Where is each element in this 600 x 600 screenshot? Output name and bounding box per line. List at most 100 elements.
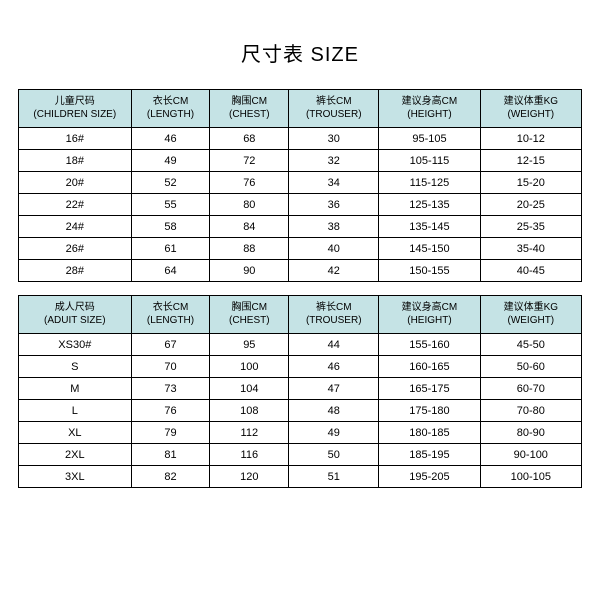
- table-cell: 76: [131, 400, 210, 422]
- column-header: 建议身高CM (HEIGHT): [379, 90, 480, 128]
- table-cell: 185-195: [379, 444, 480, 466]
- spacer-row: [19, 282, 582, 296]
- table-cell: 70: [131, 356, 210, 378]
- table-cell: 35-40: [480, 238, 581, 260]
- header-cn: 建议身高CM: [402, 302, 458, 313]
- table-cell: 70-80: [480, 400, 581, 422]
- header-cn: 建议身高CM: [402, 96, 458, 107]
- table-cell: 60-70: [480, 378, 581, 400]
- table-cell: 112: [210, 422, 289, 444]
- table-cell: 104: [210, 378, 289, 400]
- table-cell: L: [19, 400, 132, 422]
- table-row: 2XL8111650185-19590-100: [19, 444, 582, 466]
- table-cell: 51: [289, 466, 379, 488]
- table-row: S7010046160-16550-60: [19, 356, 582, 378]
- table-cell: 90: [210, 260, 289, 282]
- table-cell: 28#: [19, 260, 132, 282]
- size-table: 儿童尺码 (CHILDREN SIZE) 衣长CM(LENGTH) 胸围CM (CHES…: [18, 89, 582, 488]
- table-cell: 34: [289, 172, 379, 194]
- header-cn: 建议体重KG: [504, 96, 558, 107]
- column-header: 建议身高CM(HEIGHT): [379, 296, 480, 334]
- column-header: 建议体重KG (WEIGHT): [480, 296, 581, 334]
- column-header: 建议体重KG (WEIGHT): [480, 90, 581, 128]
- header-cn: 儿童尺码: [55, 96, 95, 107]
- table-cell: 175-180: [379, 400, 480, 422]
- size-chart-page: 尺寸表 SIZE 儿童尺码(CHILDREN SIZE)衣长CM(LENGTH)…: [0, 0, 600, 508]
- table-row: 28#649042150-15540-45: [19, 260, 582, 282]
- column-header: 胸围CM (CHEST): [210, 90, 289, 128]
- column-header: 裤长CM(TROUSER): [289, 90, 379, 128]
- table-cell: 155-160: [379, 334, 480, 356]
- header-cn: 建议体重KG: [504, 302, 558, 313]
- table-cell: 67: [131, 334, 210, 356]
- table-cell: 40: [289, 238, 379, 260]
- table-cell: 95: [210, 334, 289, 356]
- table-cell: 61: [131, 238, 210, 260]
- table-cell: 95-105: [379, 128, 480, 150]
- table-cell: 115-125: [379, 172, 480, 194]
- header-cn: 衣长CM: [153, 96, 189, 107]
- table-row: 20#527634115-12515-20: [19, 172, 582, 194]
- table-cell: 84: [210, 216, 289, 238]
- table-cell: 80-90: [480, 422, 581, 444]
- table-cell: 24#: [19, 216, 132, 238]
- header-cn: 成人尺码: [55, 302, 95, 313]
- table-cell: 32: [289, 150, 379, 172]
- table-cell: 50-60: [480, 356, 581, 378]
- header-en: (TROUSER): [306, 315, 362, 326]
- table-row: XL7911249180-18580-90: [19, 422, 582, 444]
- adult-header-row: 成人尺码(ADUIT SIZE)衣长CM(LENGTH)胸围CM(CHEST)裤…: [19, 296, 582, 334]
- table-row: 24#588438135-14525-35: [19, 216, 582, 238]
- table-cell: XL: [19, 422, 132, 444]
- table-cell: 50: [289, 444, 379, 466]
- table-cell: 16#: [19, 128, 132, 150]
- table-cell: 49: [131, 150, 210, 172]
- header-en: (ADUIT SIZE): [44, 315, 105, 326]
- header-en: (WEIGHT): [507, 109, 554, 120]
- table-cell: 38: [289, 216, 379, 238]
- table-cell: 42: [289, 260, 379, 282]
- table-cell: 195-205: [379, 466, 480, 488]
- table-cell: 40-45: [480, 260, 581, 282]
- table-cell: 81: [131, 444, 210, 466]
- table-cell: 76: [210, 172, 289, 194]
- table-cell: 18#: [19, 150, 132, 172]
- table-row: XS30#679544155-16045-50: [19, 334, 582, 356]
- table-cell: 12-15: [480, 150, 581, 172]
- header-en: (WEIGHT): [507, 315, 554, 326]
- column-header: 成人尺码 (ADUIT SIZE): [19, 296, 132, 334]
- table-cell: 20-25: [480, 194, 581, 216]
- header-en: (TROUSER): [306, 109, 362, 120]
- table-row: 3XL8212051195-205100-105: [19, 466, 582, 488]
- table-cell: 82: [131, 466, 210, 488]
- table-cell: 100-105: [480, 466, 581, 488]
- header-en: (CHILDREN SIZE): [33, 109, 116, 120]
- header-en: (CHEST): [229, 315, 270, 326]
- table-cell: 15-20: [480, 172, 581, 194]
- table-cell: 45-50: [480, 334, 581, 356]
- table-cell: 44: [289, 334, 379, 356]
- table-cell: 25-35: [480, 216, 581, 238]
- table-cell: 180-185: [379, 422, 480, 444]
- table-cell: 68: [210, 128, 289, 150]
- table-cell: 46: [289, 356, 379, 378]
- table-cell: 105-115: [379, 150, 480, 172]
- header-cn: 胸围CM: [232, 96, 268, 107]
- table-cell: 2XL: [19, 444, 132, 466]
- header-cn: 胸围CM: [232, 302, 268, 313]
- table-cell: 64: [131, 260, 210, 282]
- header-cn: 衣长CM: [153, 302, 189, 313]
- column-header: 衣长CM(LENGTH): [131, 90, 210, 128]
- table-cell: 52: [131, 172, 210, 194]
- header-en: (CHEST): [229, 109, 270, 120]
- column-header: 儿童尺码 (CHILDREN SIZE): [19, 90, 132, 128]
- table-row: L7610848175-18070-80: [19, 400, 582, 422]
- table-cell: 100: [210, 356, 289, 378]
- table-cell: 79: [131, 422, 210, 444]
- table-cell: 165-175: [379, 378, 480, 400]
- header-en: (HEIGHT): [407, 109, 451, 120]
- table-cell: 46: [131, 128, 210, 150]
- table-cell: 125-135: [379, 194, 480, 216]
- table-cell: 55: [131, 194, 210, 216]
- table-cell: 20#: [19, 172, 132, 194]
